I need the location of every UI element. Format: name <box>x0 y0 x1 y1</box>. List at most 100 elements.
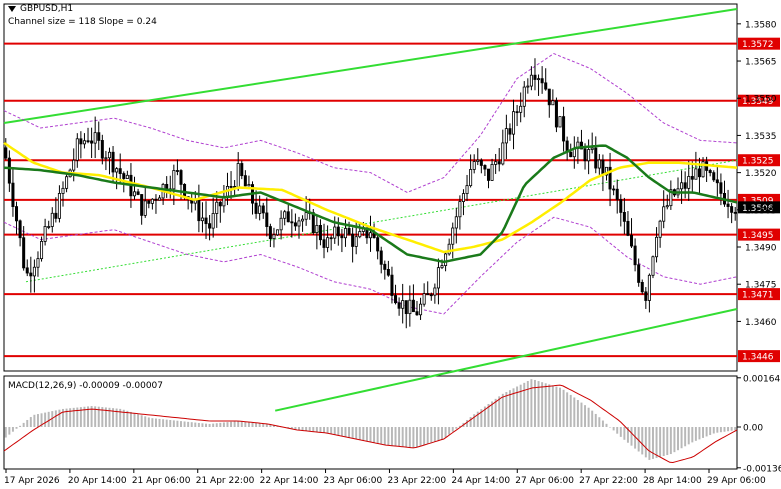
candle-body <box>158 197 162 201</box>
macd-bar <box>208 423 211 427</box>
macd-bar <box>441 427 443 440</box>
candle-body <box>415 311 419 316</box>
candle-body <box>640 282 644 293</box>
macd-bar <box>187 421 190 427</box>
level-tag <box>738 350 780 363</box>
candle-body <box>558 116 562 128</box>
macd-bar <box>734 427 737 431</box>
channel-upper-line <box>3 8 738 124</box>
macd-bar <box>162 419 165 427</box>
current-price-label: 1.3506 <box>742 204 774 214</box>
macd-bar <box>680 427 683 449</box>
macd-bar <box>197 422 200 427</box>
candle-body <box>86 140 90 143</box>
envelope-bands <box>3 53 738 315</box>
macd-bar <box>448 427 451 435</box>
collapse-triangle-icon[interactable] <box>8 5 16 12</box>
macd-bar <box>634 427 637 449</box>
x-tick-label: 29 Apr 06:00 <box>707 476 766 486</box>
y-tick-label: 1.3520 <box>745 169 777 179</box>
candle-body <box>697 168 701 178</box>
candle-body <box>469 169 473 187</box>
plot-frame <box>3 3 738 470</box>
candle-body <box>447 243 451 255</box>
macd-bar <box>183 421 186 427</box>
candle-body <box>644 291 648 301</box>
candle-body <box>529 74 533 87</box>
macd-bar <box>455 427 458 429</box>
macd-bar <box>591 410 594 427</box>
macd-bar <box>129 411 132 427</box>
candle-body <box>57 193 61 219</box>
candle-body <box>694 168 698 180</box>
macd-bar <box>165 419 168 427</box>
macd-bar <box>544 383 547 427</box>
candle-body <box>701 161 705 178</box>
macd-bar <box>169 420 172 427</box>
channel-mid-line <box>25 159 738 283</box>
macd-bar <box>698 427 701 440</box>
candle-body <box>472 161 476 170</box>
macd-bar <box>348 427 351 438</box>
macd-bar <box>505 391 508 427</box>
macd-bar <box>351 427 354 439</box>
candle-body <box>297 220 301 227</box>
macd-bar <box>648 427 651 460</box>
candle-body <box>247 184 251 187</box>
level-tag-label: 1.3525 <box>742 157 774 167</box>
macd-bar <box>190 422 193 427</box>
macd-bar <box>94 406 97 427</box>
candle-body <box>512 111 516 135</box>
macd-bar <box>651 427 654 459</box>
macd-bar <box>498 396 501 427</box>
macd-bar <box>730 427 733 431</box>
macd-bar <box>569 394 572 427</box>
macd-bar <box>133 413 136 427</box>
candle-body <box>304 212 308 220</box>
candle-body <box>286 211 290 223</box>
candle-body <box>111 151 115 173</box>
macd-bar <box>469 417 472 427</box>
candle-body <box>229 185 233 188</box>
candle-body <box>136 191 140 195</box>
candle-body <box>547 88 551 106</box>
macd-bar <box>562 389 565 427</box>
macd-bar <box>97 406 100 427</box>
macd-bar <box>298 427 300 431</box>
candle-body <box>433 287 437 296</box>
candle-body <box>680 182 684 190</box>
macd-bar <box>677 427 679 451</box>
macd-bar <box>616 427 619 434</box>
macd-bar <box>555 386 558 427</box>
candle-body <box>426 293 430 296</box>
candle-body <box>554 100 558 128</box>
y-tick-label: 1.3580 <box>745 20 777 30</box>
macd-bar <box>405 427 408 448</box>
candle-body <box>522 86 526 107</box>
ma-slow-line <box>3 144 738 264</box>
candle-body <box>733 211 737 214</box>
candle-body <box>147 200 151 204</box>
candle-body <box>90 140 94 144</box>
macd-bar <box>240 421 243 427</box>
candle-body <box>637 264 641 283</box>
candle-body <box>683 182 687 189</box>
candle-body <box>272 234 276 239</box>
macd-bar <box>723 427 726 432</box>
candle-body <box>630 234 634 247</box>
candle-body <box>82 140 86 145</box>
macd-bar <box>401 427 404 447</box>
envelope-upper-line <box>3 53 738 194</box>
macd-bar <box>576 400 579 427</box>
macd-bar <box>437 427 440 441</box>
candle-body <box>662 206 666 222</box>
candle-body <box>368 232 373 239</box>
candle-body <box>254 202 258 214</box>
macd-bar <box>426 427 429 444</box>
candle-body <box>326 237 330 248</box>
macd-bar <box>230 421 233 427</box>
macd-bar <box>244 421 247 427</box>
macd-bar <box>19 425 22 427</box>
candle-body <box>175 170 179 172</box>
